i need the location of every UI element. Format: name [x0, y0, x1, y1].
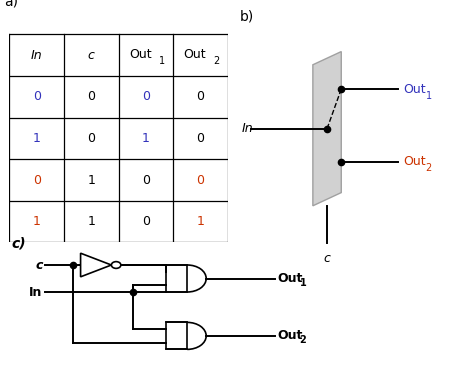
- Circle shape: [111, 261, 121, 269]
- Text: Out: Out: [183, 48, 206, 61]
- Text: 1: 1: [142, 132, 150, 145]
- FancyBboxPatch shape: [166, 322, 187, 350]
- Text: 0: 0: [33, 173, 41, 186]
- Text: 0: 0: [142, 215, 150, 228]
- Text: 1: 1: [159, 56, 165, 66]
- Text: Out: Out: [277, 272, 303, 285]
- Text: 0: 0: [87, 132, 95, 145]
- Text: 0: 0: [196, 173, 204, 186]
- Polygon shape: [81, 253, 111, 277]
- Text: c: c: [88, 48, 95, 62]
- Text: a): a): [4, 0, 18, 9]
- Text: 2: 2: [426, 163, 432, 173]
- Text: c: c: [324, 252, 330, 265]
- Text: 2: 2: [300, 335, 306, 345]
- Text: Out: Out: [277, 329, 303, 342]
- Text: 1: 1: [87, 215, 95, 228]
- Text: 1: 1: [33, 215, 41, 228]
- FancyBboxPatch shape: [166, 265, 187, 292]
- Text: 0: 0: [196, 90, 204, 103]
- Text: 1: 1: [196, 215, 204, 228]
- Text: 1: 1: [87, 173, 95, 186]
- Text: In: In: [242, 122, 254, 135]
- Text: 0: 0: [87, 90, 95, 103]
- Text: c: c: [35, 258, 43, 272]
- Text: 2: 2: [213, 56, 220, 66]
- Text: b): b): [239, 10, 254, 23]
- Text: 0: 0: [142, 173, 150, 186]
- Text: Out: Out: [403, 82, 426, 95]
- Text: 1: 1: [426, 91, 432, 101]
- Text: In: In: [29, 285, 43, 298]
- Text: 0: 0: [142, 90, 150, 103]
- Text: c): c): [12, 236, 27, 250]
- Text: Out: Out: [403, 155, 426, 168]
- Text: 0: 0: [33, 90, 41, 103]
- Text: 1: 1: [33, 132, 41, 145]
- Text: 0: 0: [196, 132, 204, 145]
- Text: Out: Out: [129, 48, 152, 61]
- Text: 1: 1: [300, 278, 306, 288]
- Polygon shape: [313, 51, 341, 206]
- Text: In: In: [31, 48, 43, 62]
